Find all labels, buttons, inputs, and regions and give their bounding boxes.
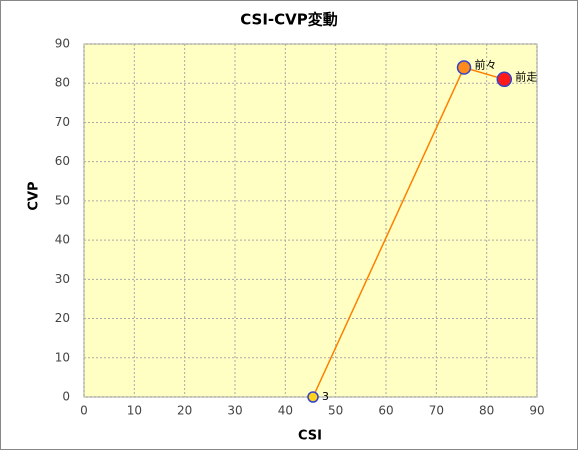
point-label: 3 bbox=[322, 390, 329, 403]
y-tick-label: 90 bbox=[55, 37, 70, 51]
x-tick-label: 70 bbox=[429, 404, 444, 418]
x-tick-label: 0 bbox=[80, 404, 88, 418]
y-tick-label: 30 bbox=[55, 272, 70, 286]
point-label: 前走 bbox=[515, 69, 537, 83]
x-tick-label: 80 bbox=[479, 404, 494, 418]
y-axis-label: CVP bbox=[27, 181, 42, 210]
y-tick-label: 70 bbox=[55, 115, 70, 129]
y-tick-label: 50 bbox=[55, 193, 70, 207]
point bbox=[307, 391, 319, 403]
x-tick-label: 40 bbox=[278, 404, 293, 418]
y-tick-label: 0 bbox=[62, 390, 70, 404]
x-tick-label: 60 bbox=[378, 404, 393, 418]
x-axis-label: CSI bbox=[298, 429, 322, 444]
point-label: 前々 bbox=[475, 58, 497, 72]
point bbox=[456, 60, 472, 75]
y-tick-label: 20 bbox=[55, 311, 70, 325]
chart-title: CSI-CVP変動 bbox=[240, 11, 338, 29]
x-tick-label: 50 bbox=[328, 404, 343, 418]
plot-area bbox=[83, 43, 538, 398]
x-tick-label: 90 bbox=[529, 404, 544, 418]
y-tick-label: 80 bbox=[55, 76, 70, 90]
point bbox=[496, 71, 513, 88]
x-tick-label: 10 bbox=[127, 404, 142, 418]
x-tick-label: 30 bbox=[227, 404, 242, 418]
y-tick-label: 60 bbox=[55, 154, 70, 168]
x-tick-label: 20 bbox=[177, 404, 192, 418]
y-tick-label: 10 bbox=[55, 350, 70, 364]
y-tick-label: 40 bbox=[55, 233, 70, 247]
